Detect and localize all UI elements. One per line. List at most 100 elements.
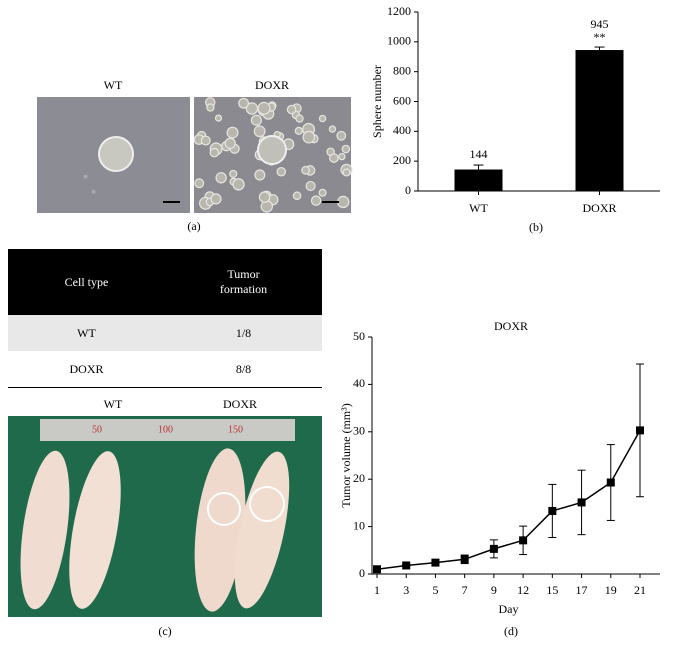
cell: [318, 188, 327, 197]
chart-title: DOXR: [494, 319, 528, 333]
y-tick-label: 0: [359, 566, 365, 580]
image-label: WT: [104, 78, 123, 92]
x-tick-label: 1: [374, 583, 380, 597]
x-tick-label: 9: [491, 583, 497, 597]
value-label: 144: [470, 147, 488, 161]
y-tick-label: 50: [353, 329, 365, 343]
header-cell: Cell type: [64, 274, 109, 289]
y-tick-label: 30: [353, 424, 365, 438]
y-tick-label: 40: [353, 376, 365, 390]
panel-label: (b): [529, 220, 543, 234]
x-tick-label: 19: [605, 583, 617, 597]
x-tick-label: WT: [469, 201, 488, 215]
cell: [214, 114, 223, 122]
image-label: WT: [104, 397, 123, 411]
sphere: [98, 136, 134, 172]
mouse: [69, 451, 121, 609]
y-tick-label: 400: [393, 123, 411, 137]
bar: [575, 50, 624, 191]
y-tick-label: 1200: [387, 4, 411, 18]
x-tick-label: 5: [432, 583, 438, 597]
cell: DOXR: [69, 361, 104, 376]
x-tick-label: 15: [546, 583, 558, 597]
image-label: DOXR: [255, 78, 289, 92]
cell: [200, 135, 211, 146]
table-row: DOXR 8/8: [8, 351, 322, 388]
marker: [606, 478, 615, 487]
cell: [329, 153, 339, 163]
line: [376, 430, 641, 571]
cell: [302, 130, 316, 144]
x-tick-label: DOXR: [582, 201, 616, 215]
y-tick-label: 1000: [387, 34, 411, 48]
cell: [229, 169, 238, 178]
cell: 1/8: [235, 325, 252, 340]
cell: [328, 125, 337, 133]
panel-label: (c): [158, 624, 171, 638]
value-label: 945: [591, 17, 609, 31]
marker: [636, 426, 644, 435]
sphere: [257, 135, 287, 165]
x-tick-label: 7: [462, 583, 468, 597]
x-tick-label: 12: [517, 583, 529, 597]
y-tick-label: 200: [393, 153, 411, 167]
header-cell: Tumor formation: [219, 267, 268, 296]
panel-label: (a): [187, 219, 200, 233]
cell: [295, 114, 304, 123]
cell: [258, 191, 271, 203]
mouse: [234, 451, 290, 609]
marker: [548, 506, 557, 515]
y-tick-label: 10: [353, 518, 365, 532]
x-tick-label: 17: [576, 583, 588, 597]
ruler-number: 50: [92, 424, 102, 435]
cell: [336, 130, 347, 141]
marker: [402, 561, 411, 570]
cell: [210, 193, 222, 205]
marker: [431, 558, 440, 567]
cell: [91, 189, 96, 194]
y-axis-label: Tumor volume (mm³): [339, 403, 353, 508]
cell: [342, 168, 351, 177]
cell: [253, 125, 266, 138]
cell: [238, 97, 250, 109]
cell: [286, 104, 297, 115]
mouse: [194, 448, 246, 612]
cell: [215, 172, 227, 184]
cell: [250, 114, 262, 126]
y-tick-label: 20: [353, 471, 365, 485]
cell: [232, 178, 245, 191]
cell: [224, 137, 236, 149]
y-tick-label: 600: [393, 93, 411, 107]
cell: [294, 126, 303, 136]
image-label: DOXR: [223, 397, 257, 411]
marker: [577, 498, 586, 507]
marker: [489, 544, 498, 553]
cell: [301, 165, 310, 175]
cell: [341, 144, 351, 154]
cell: [209, 147, 220, 158]
cell: [338, 152, 346, 161]
cell: [337, 195, 350, 209]
cells: [83, 97, 353, 213]
bar: [454, 169, 503, 191]
marker: [519, 536, 528, 545]
cell: [257, 101, 271, 115]
cell: [305, 180, 316, 192]
cell: [206, 103, 215, 112]
panel-label: (d): [504, 624, 518, 638]
ruler-number: 150: [228, 424, 243, 435]
mouse: [20, 450, 70, 610]
cell: [318, 114, 327, 123]
marker: [373, 565, 381, 574]
y-axis-label: Sphere number: [370, 65, 384, 138]
cell: WT: [77, 325, 96, 340]
tumor-circle: [249, 486, 285, 522]
cell: [310, 195, 322, 206]
y-tick-label: 0: [405, 183, 411, 197]
table-header: Cell type Tumor formation: [8, 249, 322, 315]
cell: [226, 126, 239, 139]
marker: [460, 555, 469, 564]
x-axis-label: Day: [499, 602, 519, 616]
ruler-number: 100: [158, 424, 173, 435]
